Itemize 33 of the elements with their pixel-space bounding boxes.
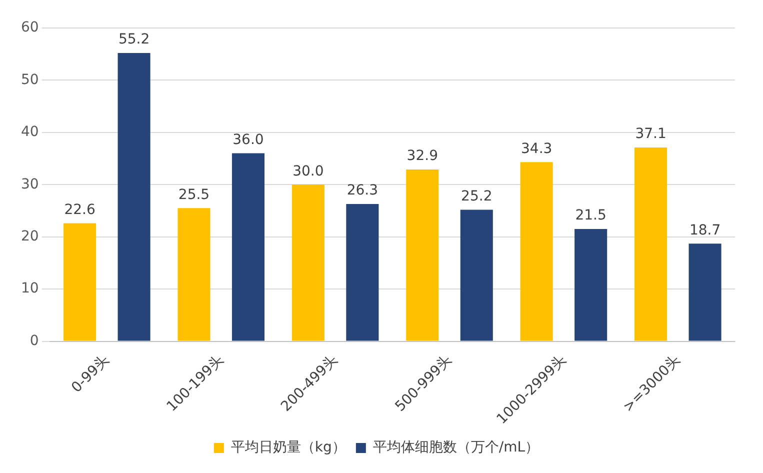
bar bbox=[346, 204, 379, 341]
bar bbox=[292, 184, 324, 341]
legend-label: 平均体细胞数（万个/mL） bbox=[372, 440, 540, 456]
data-label: 32.9 bbox=[406, 148, 438, 164]
y-tick-label: 50 bbox=[20, 72, 39, 88]
data-label: 25.2 bbox=[461, 188, 492, 204]
bar bbox=[118, 53, 150, 341]
bar bbox=[406, 169, 439, 341]
data-label: 21.5 bbox=[575, 208, 606, 224]
data-label: 34.3 bbox=[520, 140, 552, 157]
y-tick-label: 10 bbox=[20, 280, 39, 297]
data-label: 36.0 bbox=[232, 132, 264, 148]
data-label: 37.1 bbox=[635, 126, 666, 142]
y-tick-label: 60 bbox=[20, 20, 39, 36]
y-tick-label: 40 bbox=[20, 124, 39, 140]
y-tick-label: 20 bbox=[20, 228, 39, 244]
data-label: 26.3 bbox=[346, 182, 378, 199]
bar bbox=[574, 229, 608, 341]
bar bbox=[520, 162, 553, 341]
legend-label: 平均日奶量（kg） bbox=[230, 440, 346, 456]
y-tick-label: 30 bbox=[20, 176, 39, 192]
bar bbox=[460, 210, 493, 341]
bar bbox=[688, 244, 722, 341]
bar bbox=[634, 148, 668, 341]
data-label: 25.5 bbox=[178, 186, 210, 203]
bar bbox=[178, 208, 210, 341]
bar bbox=[232, 153, 265, 341]
bar bbox=[64, 223, 96, 341]
data-label: 30.0 bbox=[292, 163, 324, 180]
y-tick-label: 0 bbox=[30, 332, 39, 349]
data-label: 22.6 bbox=[64, 202, 96, 218]
data-label: 18.7 bbox=[689, 222, 721, 238]
data-label: 55.2 bbox=[118, 32, 150, 48]
